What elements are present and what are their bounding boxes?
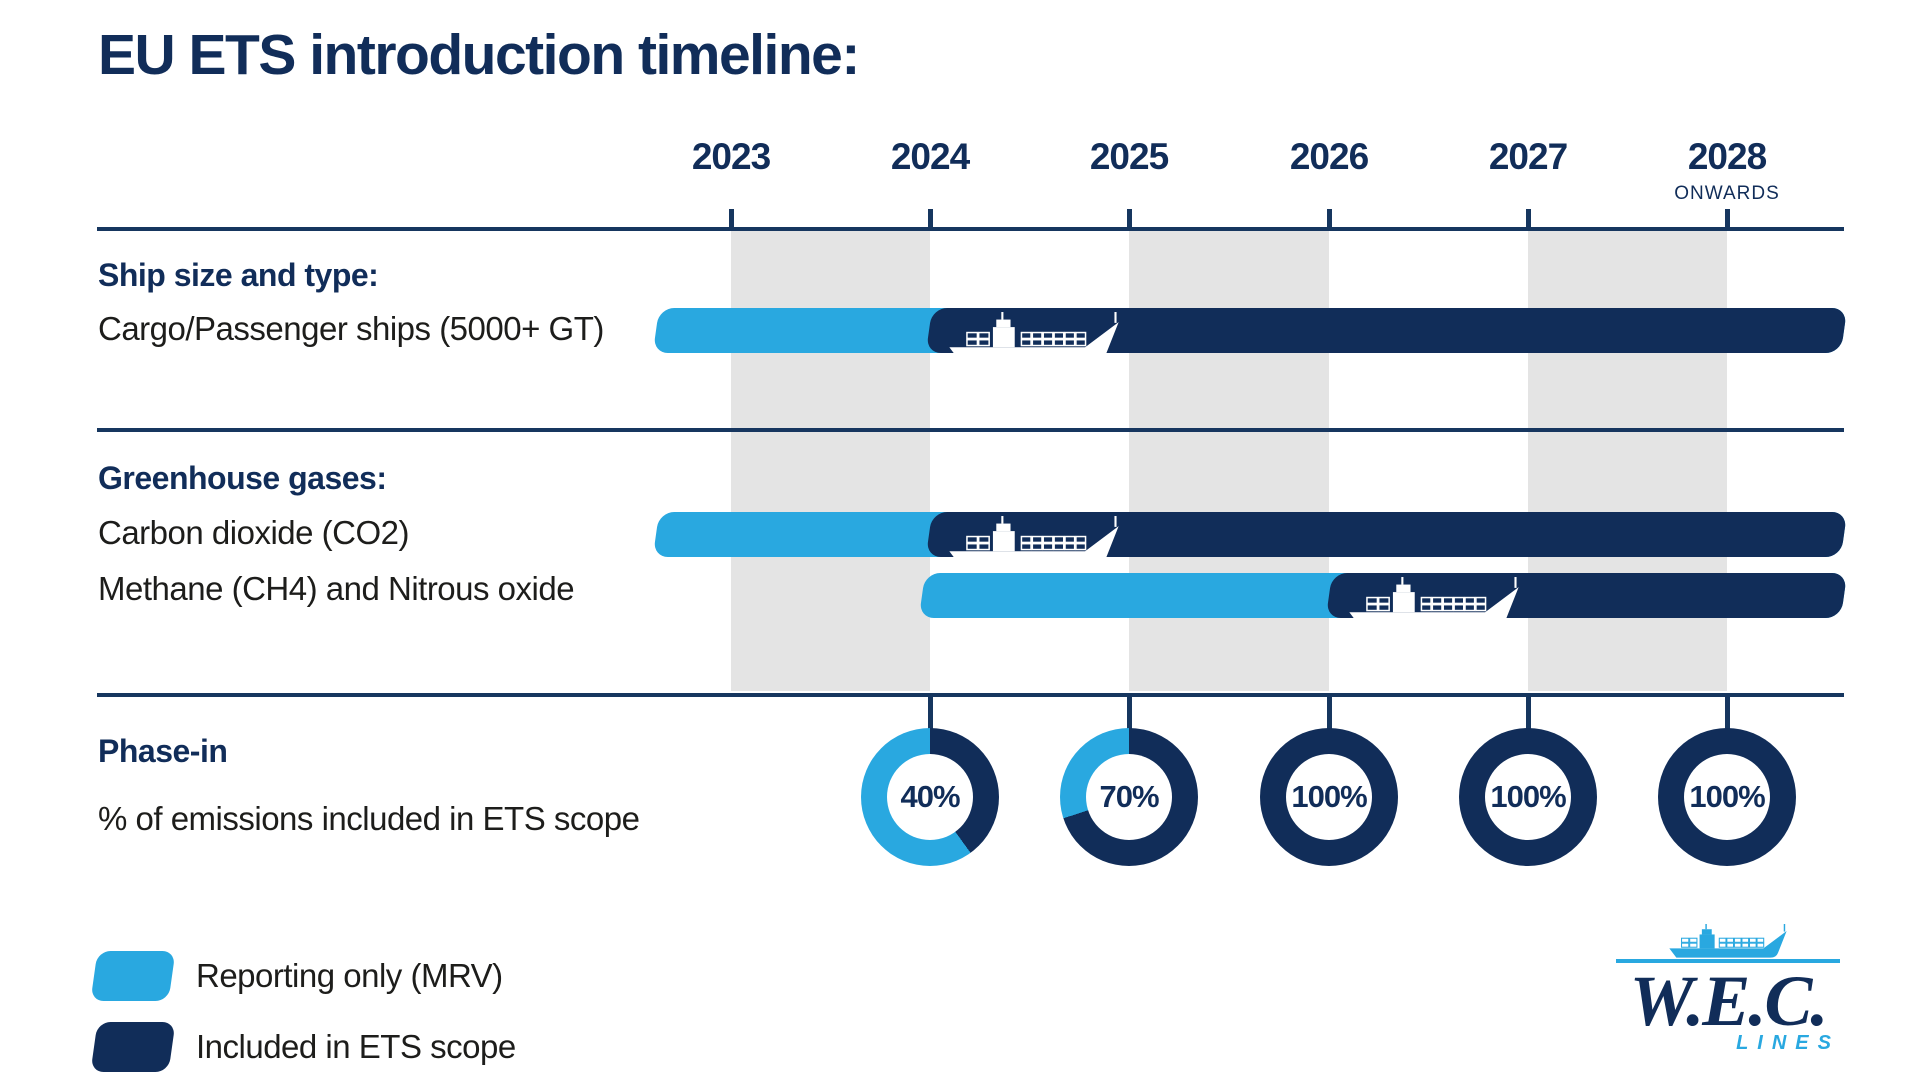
- donut-connector-2028: [1725, 695, 1730, 733]
- section-heading-ship-size: Ship size and type:: [98, 257, 379, 293]
- donut-2024: 40%: [861, 728, 999, 866]
- tick-2024: [928, 209, 933, 231]
- tick-2023: [729, 209, 734, 231]
- section-divider-1: [97, 428, 1844, 432]
- tick-2026: [1327, 209, 1332, 231]
- year-label-2024: 2024: [890, 136, 970, 177]
- tick-2025: [1127, 209, 1132, 231]
- logo-wec-text: W.E.C.: [1629, 961, 1829, 1041]
- row-label-cargo-passenger: Cargo/Passenger ships (5000+ GT): [98, 310, 604, 347]
- legend-swatch-reporting-only: [90, 951, 176, 1001]
- ship-icon: [948, 312, 1120, 362]
- stripe-2027-2028: [1528, 231, 1727, 691]
- donut-2028-value: 100%: [1684, 754, 1770, 840]
- section-heading-phase-in: Phase-in: [98, 733, 228, 769]
- legend-label-ets-scope: Included in ETS scope: [196, 1028, 516, 1065]
- donut-2026-value: 100%: [1286, 754, 1372, 840]
- tick-2027: [1526, 209, 1531, 231]
- donut-connector-2024: [928, 695, 933, 733]
- bar-co2: [652, 512, 1848, 557]
- donut-2025-value: 70%: [1086, 754, 1172, 840]
- year-label-2027: 2027: [1488, 136, 1568, 177]
- donut-2027-value: 100%: [1485, 754, 1571, 840]
- legend-label-reporting-only: Reporting only (MRV): [196, 957, 503, 994]
- year-label-2025: 2025: [1089, 136, 1169, 177]
- stripe-2025-2026: [1129, 231, 1329, 691]
- donut-connector-2027: [1526, 695, 1531, 733]
- row-label-methane: Methane (CH4) and Nitrous oxide: [98, 570, 575, 607]
- logo-waterline: [1616, 959, 1840, 963]
- phase-in-subheading: % of emissions included in ETS scope: [98, 800, 640, 837]
- bar-cargo-passenger: [652, 308, 1848, 353]
- logo-ship-icon: [1668, 924, 1788, 959]
- donut-2027: 100%: [1459, 728, 1597, 866]
- year-label-2023: 2023: [691, 136, 771, 177]
- ship-icon: [1348, 577, 1520, 627]
- stripe-2023-2024: [731, 231, 930, 691]
- donut-2024-value: 40%: [887, 754, 973, 840]
- timeline-axis-line: [97, 227, 1844, 231]
- donut-2025: 70%: [1060, 728, 1198, 866]
- year-label-2026: 2026: [1289, 136, 1369, 177]
- legend-swatch-ets-scope: [90, 1022, 176, 1072]
- ship-icon: [948, 516, 1120, 566]
- donut-2026: 100%: [1260, 728, 1398, 866]
- page-title: EU ETS introduction timeline:: [98, 23, 860, 87]
- section-heading-greenhouse-gases: Greenhouse gases:: [98, 460, 387, 496]
- row-label-co2: Carbon dioxide (CO2): [98, 514, 409, 551]
- logo-lines-text: LINES: [1736, 1032, 1840, 1054]
- donut-connector-2025: [1127, 695, 1132, 733]
- onwards-label: ONWARDS: [1674, 183, 1780, 204]
- year-label-2028: 2028: [1687, 136, 1767, 177]
- tick-2028: [1725, 209, 1730, 231]
- section-divider-2: [97, 693, 1844, 697]
- donut-2028: 100%: [1658, 728, 1796, 866]
- donut-connector-2026: [1327, 695, 1332, 733]
